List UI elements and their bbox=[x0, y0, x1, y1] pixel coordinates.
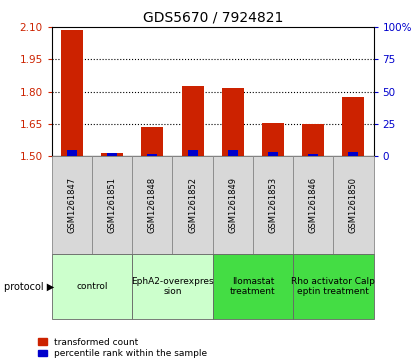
Bar bbox=[222, 89, 244, 156]
Bar bbox=[302, 124, 324, 156]
Bar bbox=[308, 154, 318, 156]
Text: GSM1261850: GSM1261850 bbox=[349, 177, 358, 233]
Bar bbox=[147, 154, 157, 156]
Bar bbox=[188, 150, 198, 156]
Text: GSM1261849: GSM1261849 bbox=[228, 177, 237, 233]
Text: GSM1261851: GSM1261851 bbox=[107, 177, 117, 233]
Bar bbox=[142, 127, 164, 156]
Bar bbox=[61, 30, 83, 156]
Bar bbox=[228, 150, 238, 156]
Text: GSM1261853: GSM1261853 bbox=[269, 177, 278, 233]
Bar bbox=[349, 152, 359, 156]
Bar bbox=[101, 153, 123, 156]
Text: EphA2-overexpres
sion: EphA2-overexpres sion bbox=[131, 277, 214, 297]
Bar bbox=[262, 123, 284, 156]
Bar bbox=[342, 97, 364, 156]
Legend: transformed count, percentile rank within the sample: transformed count, percentile rank withi… bbox=[38, 338, 207, 359]
Text: GSM1261846: GSM1261846 bbox=[309, 177, 318, 233]
Title: GDS5670 / 7924821: GDS5670 / 7924821 bbox=[142, 11, 283, 25]
Text: Rho activator Calp
eptin treatment: Rho activator Calp eptin treatment bbox=[291, 277, 375, 297]
Text: GSM1261847: GSM1261847 bbox=[68, 177, 76, 233]
Bar bbox=[67, 150, 77, 156]
Text: GSM1261852: GSM1261852 bbox=[188, 177, 197, 233]
Text: GSM1261848: GSM1261848 bbox=[148, 177, 157, 233]
Text: Ilomastat
treatment: Ilomastat treatment bbox=[230, 277, 276, 297]
Text: control: control bbox=[76, 282, 108, 291]
Bar bbox=[181, 86, 204, 156]
Bar bbox=[107, 153, 117, 156]
Text: protocol ▶: protocol ▶ bbox=[4, 282, 54, 292]
Bar bbox=[268, 152, 278, 156]
